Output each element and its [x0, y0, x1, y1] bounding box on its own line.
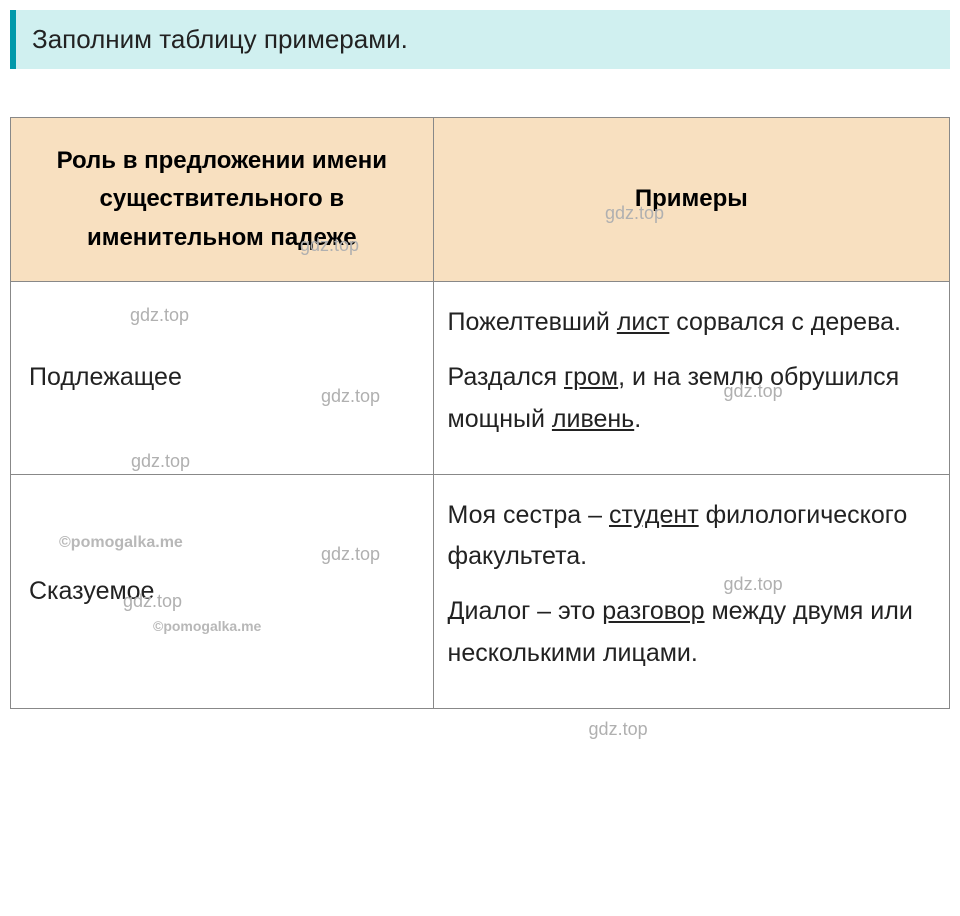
role-cell: Подлежащее gdz.top gdz.top: [11, 282, 434, 475]
example-sentence: Раздался гром, и на землю обрушился мощн…: [448, 357, 931, 440]
watermark-copyright: ©pomogalka.me: [153, 615, 261, 638]
watermark: gdz.top: [589, 715, 648, 745]
grammar-table: Роль в предложении имени существительног…: [10, 117, 950, 709]
role-text: Сказуемое: [29, 577, 154, 605]
example-sentence: Диалог – это разговор между двумя или не…: [448, 591, 931, 674]
watermark: gdz.top: [131, 447, 190, 477]
column-header-examples: Примеры: [433, 118, 949, 282]
underlined-word: разговор: [602, 597, 704, 625]
watermark: gdz.top: [321, 382, 380, 412]
examples-cell: Моя сестра – студент филологического фак…: [433, 474, 949, 708]
watermark: gdz.top: [321, 540, 380, 570]
table-header-row: Роль в предложении имени существительног…: [11, 118, 950, 282]
underlined-word: гром: [564, 363, 618, 391]
table-row: Сказуемое ©pomogalka.me gdz.top ©pomogal…: [11, 474, 950, 708]
underlined-word: лист: [617, 308, 670, 336]
column-header-role: Роль в предложении имени существительног…: [11, 118, 434, 282]
example-sentence: Моя сестра – студент филологического фак…: [448, 495, 931, 578]
header-title: Заполним таблицу примерами.: [32, 24, 408, 54]
text-part: сорвался с дерева.: [669, 308, 901, 336]
role-text: Подлежащее: [29, 363, 182, 391]
text-part: Диалог – это: [448, 597, 603, 625]
role-cell: Сказуемое ©pomogalka.me gdz.top ©pomogal…: [11, 474, 434, 708]
underlined-word: студент: [609, 501, 699, 529]
underlined-word: ливень: [552, 405, 634, 433]
header-banner: Заполним таблицу примерами.: [10, 10, 950, 69]
text-part: Раздался: [448, 363, 564, 391]
text-part: Моя сестра –: [448, 501, 609, 529]
text-part: .: [634, 405, 641, 433]
watermark-copyright: ©pomogalka.me: [59, 530, 183, 556]
content-wrapper: gdz.top Роль в предложении имени существ…: [10, 117, 950, 709]
text-part: Пожелтевший: [448, 308, 617, 336]
examples-cell: Пожелтевший лист сорвался с дерева. Разд…: [433, 282, 949, 475]
example-sentence: Пожелтевший лист сорвался с дерева.: [448, 302, 931, 343]
table-row: Подлежащее gdz.top gdz.top Пожелтевший л…: [11, 282, 950, 475]
